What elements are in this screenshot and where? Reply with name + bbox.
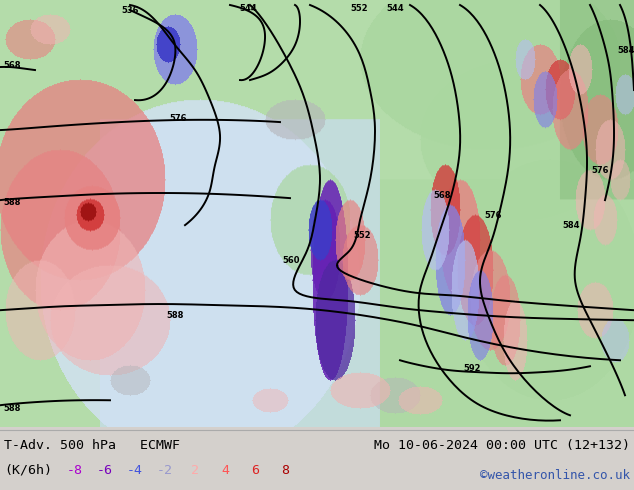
Text: 588: 588 bbox=[3, 404, 21, 413]
Text: 576: 576 bbox=[169, 114, 187, 122]
Text: 576: 576 bbox=[592, 166, 609, 174]
Text: 8: 8 bbox=[281, 464, 289, 477]
Text: 6: 6 bbox=[251, 464, 259, 477]
Text: 576: 576 bbox=[484, 211, 501, 220]
Text: 552: 552 bbox=[350, 3, 368, 13]
Text: 552: 552 bbox=[353, 231, 371, 240]
Text: 544: 544 bbox=[386, 3, 404, 13]
Text: 588: 588 bbox=[166, 311, 184, 319]
Text: 584: 584 bbox=[618, 46, 634, 54]
Text: 2: 2 bbox=[191, 464, 199, 477]
Text: 588: 588 bbox=[3, 197, 21, 207]
Text: 592: 592 bbox=[463, 364, 481, 373]
Text: Mo 10-06-2024 00:00 UTC (12+132): Mo 10-06-2024 00:00 UTC (12+132) bbox=[374, 440, 630, 452]
Text: 4: 4 bbox=[221, 464, 229, 477]
Text: -2: -2 bbox=[157, 464, 173, 477]
Text: (K/6h): (K/6h) bbox=[4, 464, 52, 477]
Text: 560: 560 bbox=[282, 256, 300, 265]
Text: -6: -6 bbox=[97, 464, 113, 477]
Text: 544: 544 bbox=[239, 3, 257, 13]
Text: -4: -4 bbox=[127, 464, 143, 477]
Text: 568: 568 bbox=[433, 191, 451, 199]
Text: 584: 584 bbox=[562, 220, 579, 230]
Text: 536: 536 bbox=[121, 5, 139, 15]
Text: 568: 568 bbox=[3, 61, 21, 70]
Text: -8: -8 bbox=[67, 464, 83, 477]
Text: T-Adv. 500 hPa   ECMWF: T-Adv. 500 hPa ECMWF bbox=[4, 440, 180, 452]
Text: ©weatheronline.co.uk: ©weatheronline.co.uk bbox=[480, 469, 630, 482]
